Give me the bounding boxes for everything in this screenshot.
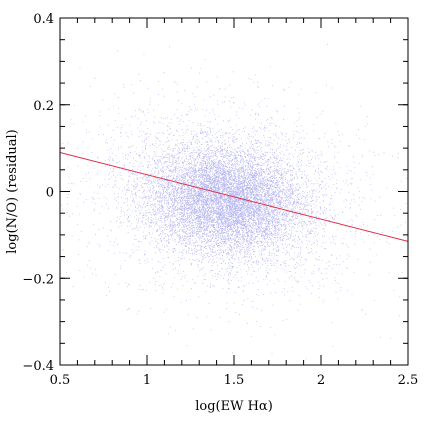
fit-line-layer bbox=[59, 151, 409, 242]
scatter-points bbox=[60, 43, 408, 360]
x-axis-label: log(EW Hα) bbox=[195, 399, 273, 414]
x-tick-label: 0.5 bbox=[50, 373, 71, 388]
x-tick-label: 1.5 bbox=[224, 373, 245, 388]
y-tick-label: 0 bbox=[46, 186, 54, 201]
y-tick-label: 0.4 bbox=[33, 12, 54, 27]
x-tick-label: 2 bbox=[317, 373, 325, 388]
y-tick-label: −0.2 bbox=[22, 272, 54, 287]
ticks bbox=[59, 17, 409, 366]
tick-labels: 0.5 1 1.5 2 2.5 −0.4 −0.2 0 0.2 0.4 bbox=[22, 12, 418, 388]
fit-line bbox=[59, 151, 409, 242]
x-tick-label: 1 bbox=[143, 373, 151, 388]
plot-frame bbox=[59, 17, 409, 366]
y-tick-label: −0.4 bbox=[22, 359, 54, 374]
x-tick-label: 2.5 bbox=[398, 373, 419, 388]
y-tick-label: 0.2 bbox=[33, 99, 54, 114]
scatter-point-cloud bbox=[60, 43, 408, 360]
y-axis-label: log(N/O) (residual) bbox=[5, 129, 20, 253]
